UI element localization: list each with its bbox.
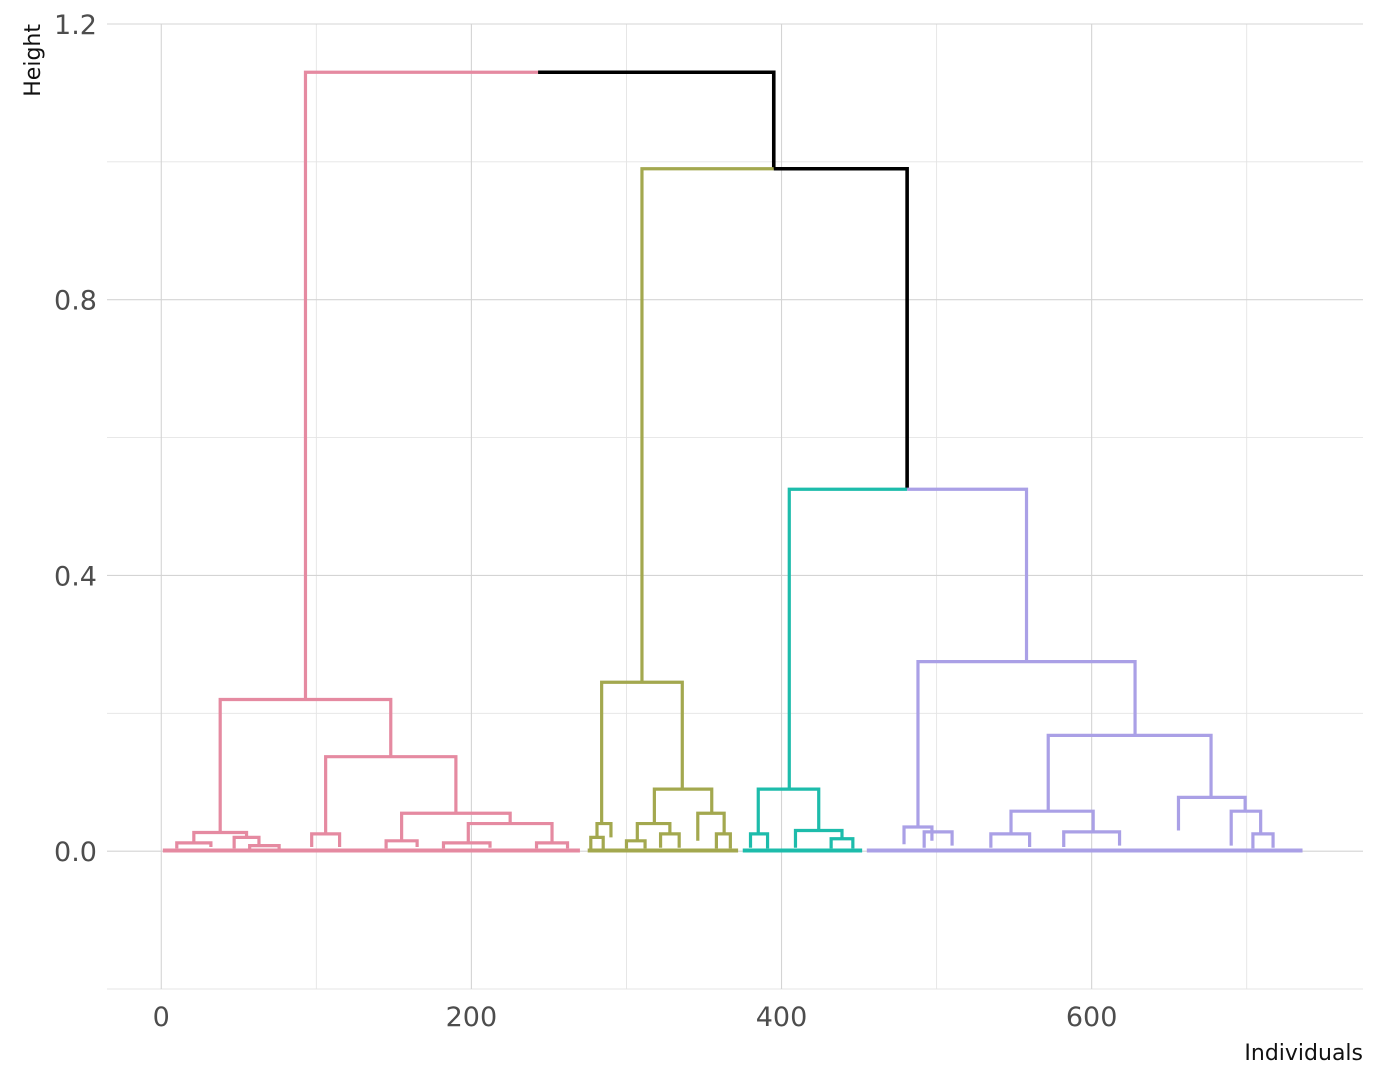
dendrogram-link [600, 680, 684, 824]
y-tick-label: 0.4 [54, 561, 97, 592]
dendrogram-link [635, 821, 672, 841]
dendrogram-link [793, 828, 844, 848]
dendrogram-link [324, 755, 458, 834]
dendrogram-link [175, 841, 213, 849]
dendrogram-link [773, 166, 909, 490]
dendrogram-link [466, 821, 554, 843]
dendrogram-link [652, 787, 714, 824]
dendrogram-link [1176, 795, 1247, 831]
dendrogram-link [1251, 832, 1275, 849]
dendrogram-link [384, 839, 419, 849]
dendrogram-link [902, 825, 934, 845]
dendrogram-link [1009, 809, 1095, 834]
dendrogram-link [1046, 733, 1213, 812]
dendrogram-link [696, 811, 726, 841]
dendrogram-link [400, 811, 512, 841]
dendrogram-link [640, 167, 774, 683]
y-axis-title: Height [21, 24, 46, 97]
dendrogram-link [192, 830, 249, 843]
dendrogram-link [907, 487, 1029, 662]
dendrogram-link [441, 841, 492, 849]
dendrogram-link [787, 487, 908, 790]
dendrogram-link [589, 835, 605, 850]
x-tick-label: 200 [446, 1002, 498, 1033]
dendrogram-link [748, 832, 770, 849]
dendrogram-link [1062, 830, 1122, 848]
dendrogram-link [310, 832, 342, 848]
dendrogram-link [1229, 809, 1263, 846]
dendrogram-link [756, 787, 821, 834]
axes: 0 200 400 600 0.0 0.4 0.8 1.2 [54, 10, 1117, 1033]
dendrogram-link [714, 832, 732, 849]
dendrogram-link [829, 837, 855, 849]
dendrogram-link [538, 70, 776, 169]
dendrogram-link [534, 841, 570, 849]
x-tick-label: 600 [1066, 1002, 1118, 1033]
dendrogram-link [916, 659, 1137, 828]
x-axis-title: Individuals [1244, 1041, 1363, 1066]
dendrogram-link [624, 839, 647, 849]
x-tick-label: 0 [153, 1002, 170, 1033]
y-tick-label: 0.0 [54, 837, 97, 868]
dendrogram-tree [162, 70, 1303, 853]
dendrogram-link [232, 835, 261, 849]
x-tick-label: 400 [756, 1002, 808, 1033]
dendrogram-link [218, 697, 393, 833]
dendrogram-link [658, 832, 681, 848]
dendrogram-link [989, 832, 1032, 848]
y-tick-label: 0.8 [54, 286, 97, 317]
dendrogram-link [922, 830, 954, 848]
dendrogram-link [595, 821, 613, 838]
dendrogram-link [303, 70, 539, 700]
dendrogram-link [248, 844, 281, 850]
y-tick-label: 1.2 [54, 10, 97, 41]
